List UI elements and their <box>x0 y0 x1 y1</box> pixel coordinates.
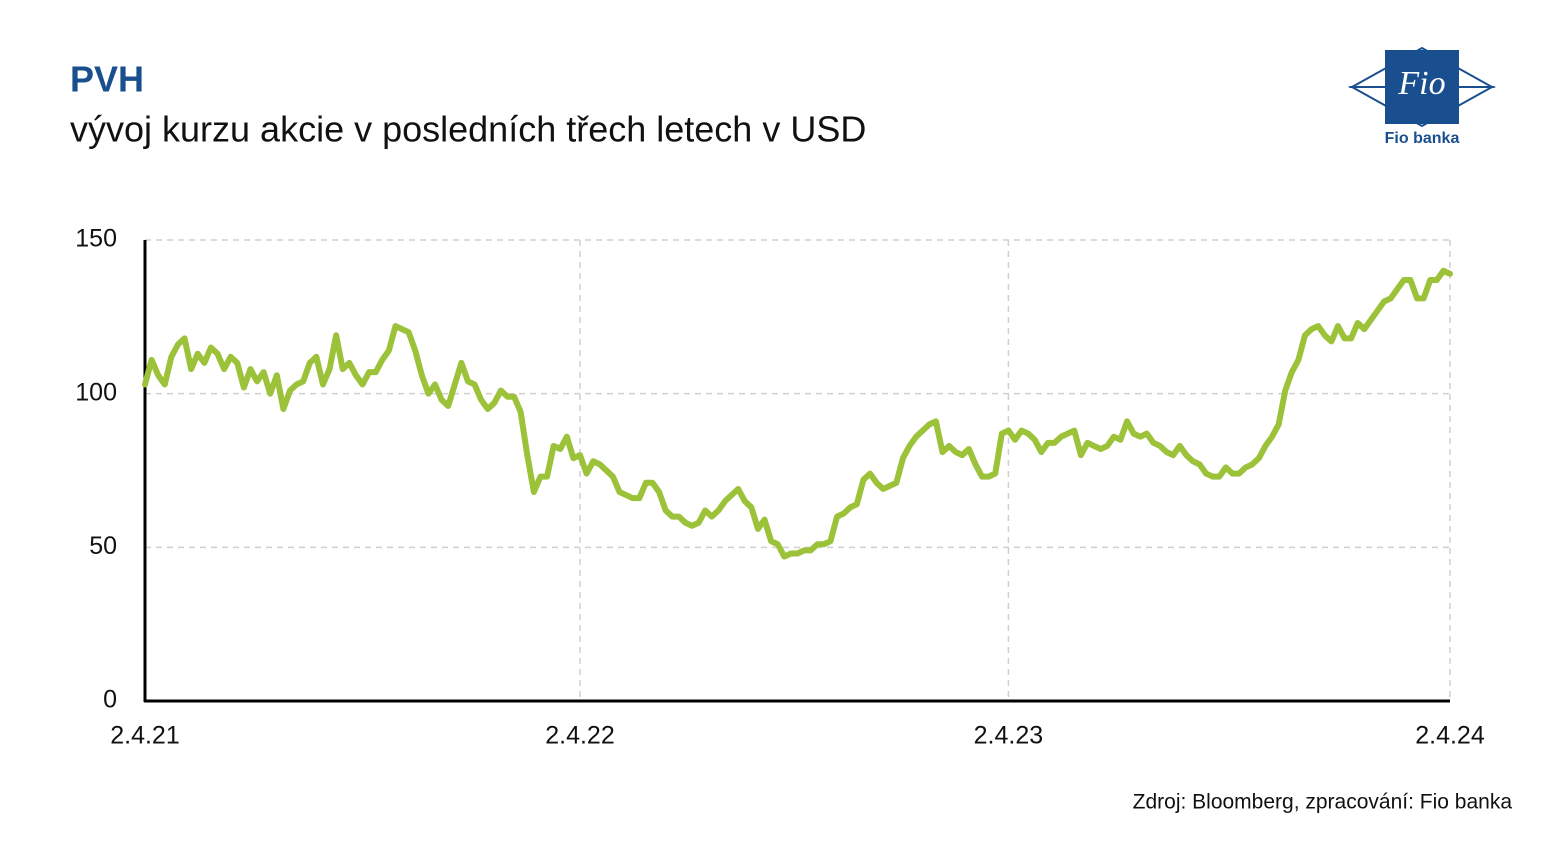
x-tick-label: 2.4.24 <box>1415 722 1485 750</box>
price-line <box>142 267 1453 560</box>
logo-square <box>1385 50 1459 124</box>
source-note: Zdroj: Bloomberg, zpracování: Fio banka <box>1133 791 1513 814</box>
logo-mark: Fio <box>1397 65 1445 102</box>
y-tick-label: 150 <box>75 225 117 253</box>
x-tick-label: 2.4.22 <box>545 722 615 750</box>
y-tick-label: 0 <box>103 686 117 714</box>
logo-name: Fio banka <box>1385 130 1460 147</box>
y-tick-label: 100 <box>75 378 117 406</box>
chart-subtitle: vývoj kurzu akcie v posledních třech let… <box>70 109 866 150</box>
y-tick-label: 50 <box>89 532 117 560</box>
x-tick-label: 2.4.21 <box>110 722 180 750</box>
logo: Fio Fio banka <box>1348 46 1496 147</box>
chart-title: PVH <box>70 59 144 100</box>
x-tick-label: 2.4.23 <box>974 722 1044 750</box>
